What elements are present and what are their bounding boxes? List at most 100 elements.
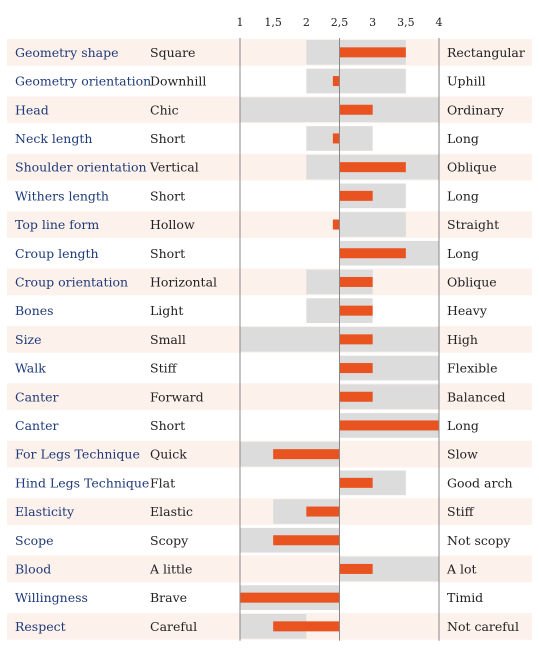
trait-label: Willingness bbox=[15, 590, 88, 605]
tick-label: 1,5 bbox=[264, 16, 282, 29]
trait-label: Shoulder orientation bbox=[15, 160, 147, 175]
row-band bbox=[7, 39, 532, 66]
high-label: High bbox=[447, 332, 478, 347]
trait-label: Neck length bbox=[15, 131, 92, 146]
tick-labels: 1 1,5 2 2,5 3 3,5 4 bbox=[237, 16, 443, 29]
trait-label: Croup orientation bbox=[15, 274, 128, 289]
low-label: Quick bbox=[150, 447, 187, 462]
high-label: Balanced bbox=[447, 389, 506, 404]
trait-label: Canter bbox=[15, 389, 58, 404]
high-label: Heavy bbox=[447, 303, 488, 318]
value-bar bbox=[339, 391, 373, 402]
trait-label: Respect bbox=[15, 619, 66, 634]
tick-label: 1 bbox=[237, 16, 244, 29]
trait-label: Blood bbox=[15, 561, 51, 576]
low-label: Elastic bbox=[150, 504, 193, 519]
low-label: Small bbox=[150, 332, 186, 347]
range-box bbox=[306, 68, 406, 94]
low-label: Forward bbox=[150, 389, 204, 404]
low-label: Horizontal bbox=[150, 274, 217, 289]
value-bar bbox=[339, 334, 373, 345]
value-bar bbox=[332, 219, 340, 230]
trait-label: For Legs Technique bbox=[15, 447, 140, 462]
high-label: Flexible bbox=[447, 361, 498, 376]
low-label: Short bbox=[150, 131, 185, 146]
value-bar bbox=[240, 592, 340, 603]
low-label: Short bbox=[150, 188, 185, 203]
value-bar bbox=[339, 363, 373, 374]
trait-label: Scope bbox=[15, 533, 54, 548]
value-bars bbox=[240, 47, 439, 632]
high-label: Timid bbox=[447, 590, 483, 605]
low-label: Light bbox=[150, 303, 183, 318]
high-label: Long bbox=[447, 246, 479, 261]
low-label: Brave bbox=[150, 590, 187, 605]
low-label: Downhill bbox=[150, 74, 206, 89]
value-bar bbox=[339, 420, 439, 431]
high-label: Long bbox=[447, 418, 479, 433]
high-label: Rectangular bbox=[447, 45, 525, 60]
trait-label: Top line form bbox=[15, 217, 99, 232]
high-label: Long bbox=[447, 188, 479, 203]
low-label: Hollow bbox=[150, 217, 195, 232]
tick-label: 2,5 bbox=[331, 16, 349, 29]
value-bar bbox=[306, 506, 340, 517]
value-bar bbox=[339, 276, 373, 287]
row-band bbox=[7, 268, 532, 296]
row-band bbox=[7, 498, 532, 525]
high-label: Slow bbox=[447, 447, 478, 462]
low-label: Stiff bbox=[150, 361, 178, 376]
value-bar bbox=[339, 47, 406, 58]
trait-label: Head bbox=[15, 102, 49, 117]
value-bar bbox=[273, 621, 340, 632]
low-label: Flat bbox=[150, 475, 175, 490]
axis-lines bbox=[239, 38, 440, 641]
high-label: Not careful bbox=[447, 619, 519, 634]
trait-label: Elasticity bbox=[15, 504, 75, 519]
trait-label: Withers length bbox=[15, 188, 109, 203]
value-bar bbox=[339, 190, 373, 201]
row-labels: Geometry shape Square Rectangular Geometry … bbox=[15, 45, 525, 634]
value-bar bbox=[273, 449, 340, 460]
high-label: Stiff bbox=[447, 504, 475, 519]
trait-label: Walk bbox=[15, 361, 46, 376]
high-label: A lot bbox=[446, 561, 477, 576]
trait-label: Canter bbox=[15, 418, 58, 433]
trait-label: Geometry shape bbox=[15, 45, 119, 60]
low-label: Scopy bbox=[150, 533, 189, 548]
value-bar bbox=[332, 76, 340, 87]
value-bar bbox=[339, 477, 373, 488]
low-label: Short bbox=[150, 246, 185, 261]
value-bar bbox=[339, 563, 373, 574]
low-label: A little bbox=[149, 561, 192, 576]
high-label: Not scopy bbox=[447, 533, 511, 548]
high-label: Long bbox=[447, 131, 479, 146]
value-bar bbox=[273, 535, 340, 546]
high-label: Oblique bbox=[447, 274, 497, 289]
low-label: Vertical bbox=[149, 160, 199, 175]
trait-label: Bones bbox=[15, 303, 54, 318]
low-label: Chic bbox=[150, 102, 179, 117]
high-label: Good arch bbox=[447, 475, 513, 490]
tick-label: 4 bbox=[436, 16, 443, 29]
value-bar bbox=[332, 133, 340, 144]
trait-label: Size bbox=[15, 332, 42, 347]
low-label: Short bbox=[150, 418, 185, 433]
high-label: Ordinary bbox=[447, 102, 505, 117]
row-band bbox=[7, 211, 532, 238]
trait-label: Croup length bbox=[15, 246, 99, 261]
high-label: Uphill bbox=[447, 74, 486, 89]
tick-label: 2 bbox=[303, 16, 310, 29]
high-label: Oblique bbox=[447, 160, 497, 175]
tick-label: 3,5 bbox=[397, 16, 415, 29]
value-bar bbox=[339, 248, 406, 259]
trait-label: Hind Legs Technique bbox=[15, 475, 149, 490]
row-band bbox=[7, 383, 532, 411]
row-band bbox=[7, 555, 532, 583]
value-bar bbox=[339, 305, 373, 316]
tick-label: 3 bbox=[369, 16, 376, 29]
trait-label: Geometry orientation bbox=[15, 74, 151, 89]
row-band bbox=[7, 153, 532, 181]
value-bar bbox=[339, 104, 373, 115]
